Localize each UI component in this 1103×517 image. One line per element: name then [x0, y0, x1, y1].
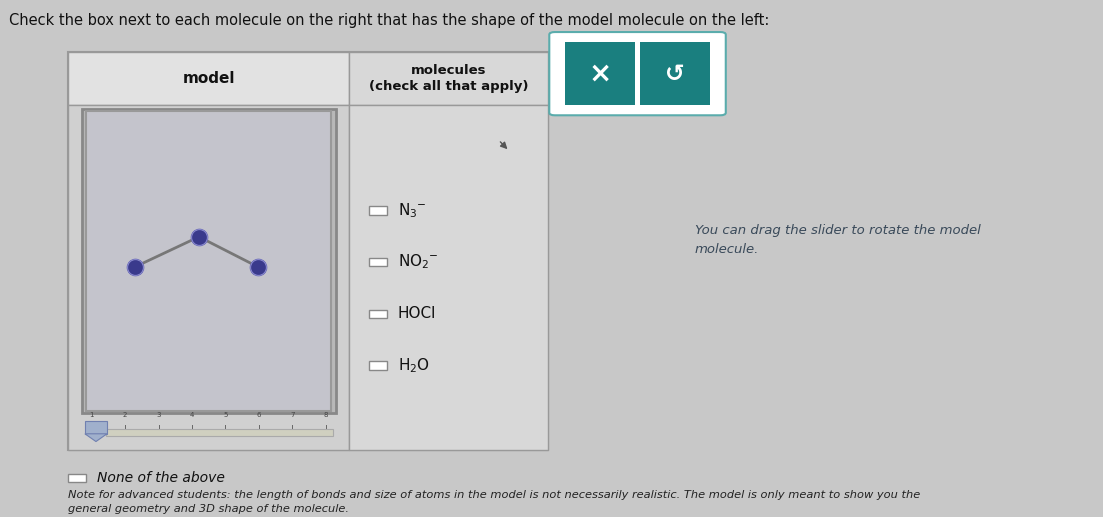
Text: 3: 3 — [157, 412, 161, 418]
Text: 6: 6 — [257, 412, 261, 418]
Text: NO$_2$$^{-}$: NO$_2$$^{-}$ — [397, 253, 438, 271]
Text: Check the box next to each molecule on the right that has the shape of the model: Check the box next to each molecule on t… — [9, 13, 769, 28]
Text: H$_2$O: H$_2$O — [397, 356, 429, 375]
Text: 1: 1 — [89, 412, 94, 418]
Text: 2: 2 — [124, 412, 127, 418]
Point — [249, 263, 267, 271]
Bar — [68, 52, 349, 105]
Text: HOCl: HOCl — [397, 306, 436, 321]
Bar — [349, 105, 548, 450]
FancyBboxPatch shape — [549, 32, 726, 115]
FancyBboxPatch shape — [565, 42, 635, 105]
Bar — [349, 52, 548, 105]
Text: ↺: ↺ — [665, 62, 685, 86]
Bar — [68, 474, 86, 482]
Text: model: model — [182, 71, 235, 86]
Bar — [368, 361, 386, 370]
Text: 5: 5 — [223, 412, 227, 418]
Text: molecules
(check all that apply): molecules (check all that apply) — [368, 64, 528, 93]
Text: None of the above: None of the above — [97, 471, 225, 485]
Point — [126, 263, 143, 271]
Point — [190, 233, 207, 241]
Bar — [368, 258, 386, 266]
Text: 4: 4 — [190, 412, 194, 418]
Point — [126, 263, 143, 271]
Point — [249, 263, 267, 271]
Bar — [82, 109, 335, 413]
Text: Note for advanced students: the length of bonds and size of atoms in the model i: Note for advanced students: the length o… — [68, 490, 921, 514]
Text: 7: 7 — [290, 412, 295, 418]
Bar — [85, 421, 107, 434]
Point — [190, 233, 207, 241]
FancyBboxPatch shape — [640, 42, 710, 105]
Bar — [106, 429, 332, 436]
Bar — [68, 105, 349, 450]
Text: 8: 8 — [323, 412, 328, 418]
Bar — [68, 52, 548, 450]
Polygon shape — [85, 434, 107, 442]
Bar — [368, 310, 386, 318]
Bar — [86, 111, 331, 411]
Text: You can drag the slider to rotate the model
molecule.: You can drag the slider to rotate the mo… — [695, 224, 981, 256]
Text: N$_3$$^{-}$: N$_3$$^{-}$ — [397, 201, 427, 220]
Bar — [368, 206, 386, 215]
Text: ×: × — [588, 59, 612, 88]
